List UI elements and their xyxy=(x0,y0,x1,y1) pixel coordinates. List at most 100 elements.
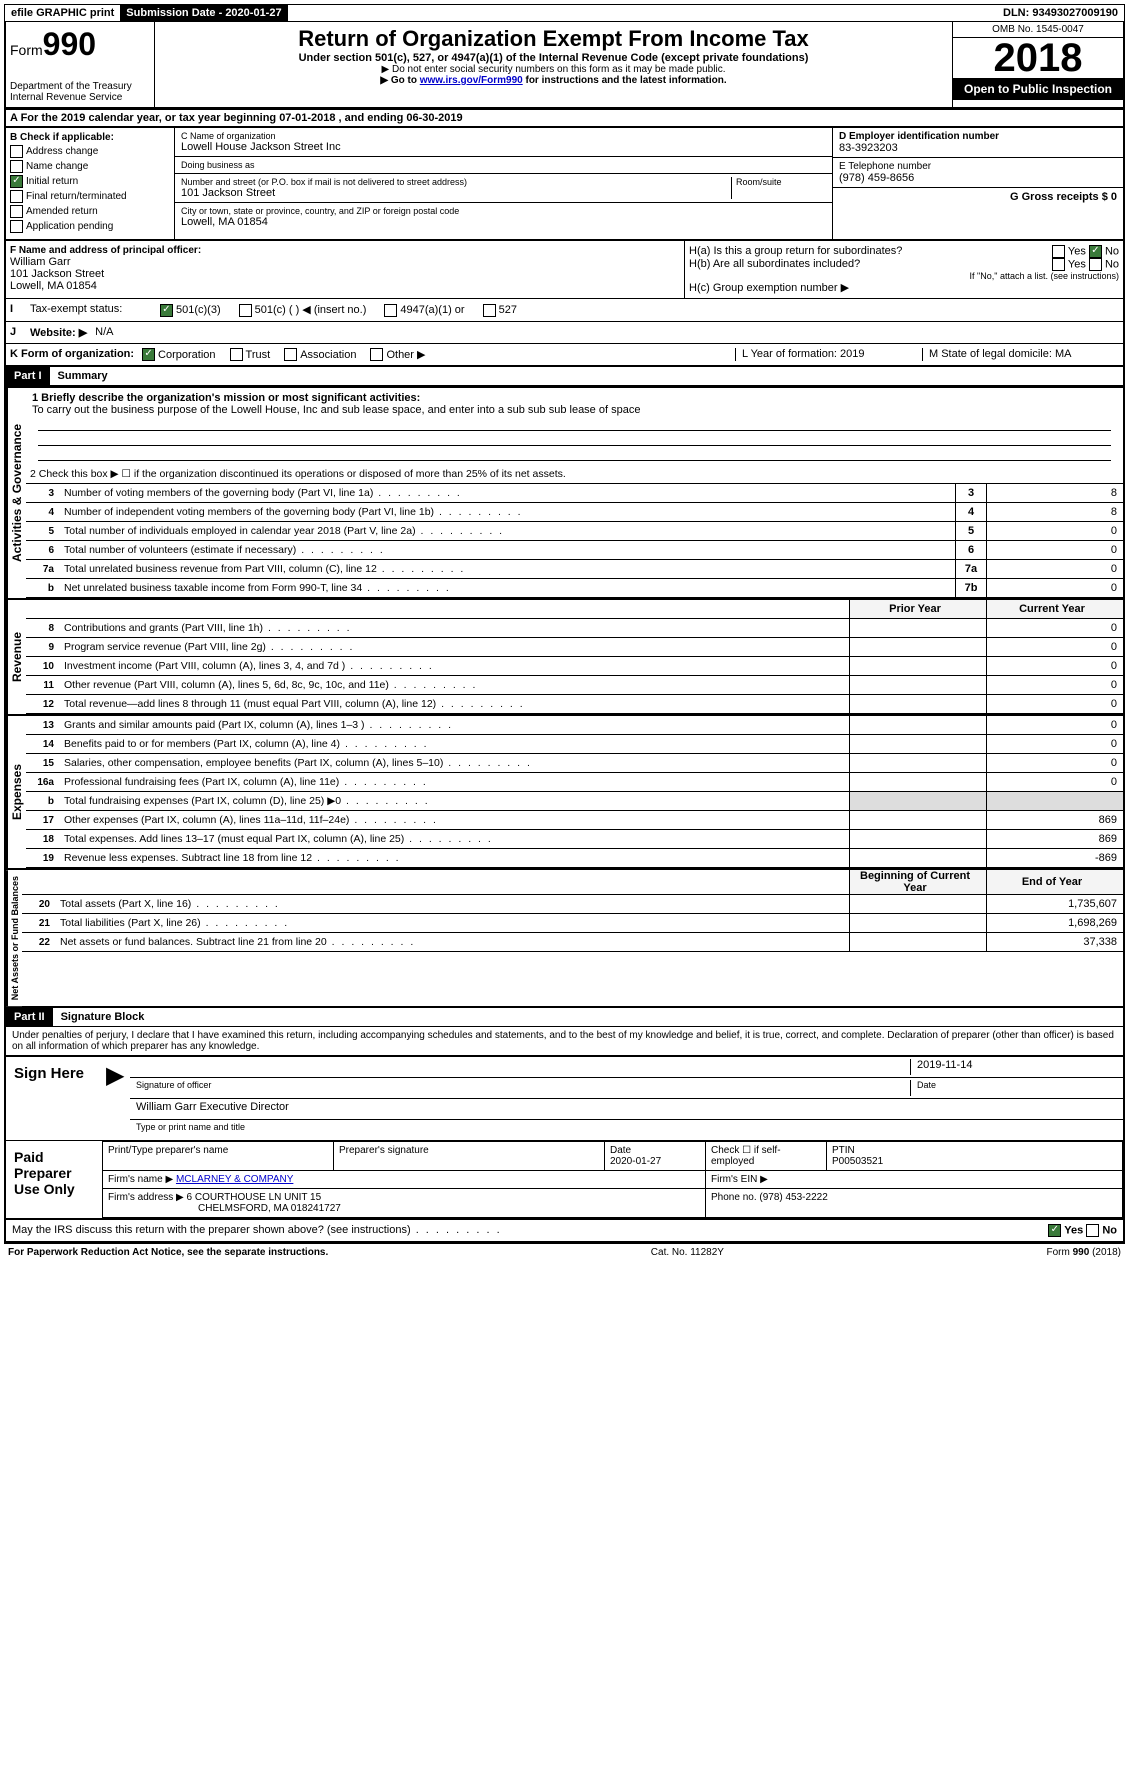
hb-label: H(b) Are all subordinates included? xyxy=(689,258,860,271)
q2-label: 2 Check this box ▶ ☐ if the organization… xyxy=(26,466,1123,482)
colb-checkbox[interactable] xyxy=(10,145,23,158)
addr-value: 101 Jackson Street xyxy=(181,187,731,199)
cat-number: Cat. No. 11282Y xyxy=(651,1247,724,1258)
firm-name-link[interactable]: MCLARNEY & COMPANY xyxy=(176,1174,293,1185)
state-domicile: M State of legal domicile: MA xyxy=(922,348,1119,362)
form-subtitle: Under section 501(c), 527, or 4947(a)(1)… xyxy=(159,52,948,64)
vert-expenses: Expenses xyxy=(6,716,26,868)
paid-preparer-label: Paid Preparer Use Only xyxy=(6,1141,102,1218)
ha-label: H(a) Is this a group return for subordin… xyxy=(689,245,902,258)
beg-year-header: Beginning of Current Year xyxy=(849,870,986,894)
prep-sig-label: Preparer's signature xyxy=(334,1142,605,1171)
self-employed-check[interactable]: Check ☐ if self-employed xyxy=(706,1142,827,1171)
firm-addr1: 6 COURTHOUSE LN UNIT 15 xyxy=(187,1192,322,1203)
tax-status-checkbox[interactable] xyxy=(384,304,397,317)
ein-value: 83-3923203 xyxy=(839,142,1117,154)
part1-tab: Part I xyxy=(6,367,50,385)
org-form-checkbox[interactable] xyxy=(284,348,297,361)
form-title: Return of Organization Exempt From Incom… xyxy=(159,26,948,52)
discuss-no-checkbox[interactable] xyxy=(1086,1224,1099,1237)
date-label: Date xyxy=(910,1080,1117,1096)
addr-label: Number and street (or P.O. box if mail i… xyxy=(181,177,731,187)
prior-year-header: Prior Year xyxy=(849,600,986,618)
form-number: 990 xyxy=(43,26,96,62)
col-b-header: B Check if applicable: xyxy=(10,132,170,143)
gross-receipts: G Gross receipts $ 0 xyxy=(1010,191,1117,203)
firm-name-label: Firm's name ▶ xyxy=(108,1174,173,1185)
declaration-text: Under penalties of perjury, I declare th… xyxy=(6,1027,1123,1055)
phone-value: (978) 459-8656 xyxy=(839,172,1117,184)
officer-addr2: Lowell, MA 01854 xyxy=(10,280,680,292)
firm-ein-label: Firm's EIN ▶ xyxy=(706,1171,1123,1189)
colb-checkbox[interactable] xyxy=(10,220,23,233)
firm-phone: Phone no. (978) 453-2222 xyxy=(706,1189,1123,1218)
submission-date-button[interactable]: Submission Date - 2020-01-27 xyxy=(120,5,287,21)
name-title-label: Type or print name and title xyxy=(136,1122,245,1138)
col-b-checkboxes: B Check if applicable: Address changeNam… xyxy=(6,128,175,239)
city-value: Lowell, MA 01854 xyxy=(181,216,826,228)
firm-addr-label: Firm's address ▶ xyxy=(108,1192,184,1203)
dept-label: Department of the Treasury Internal Reve… xyxy=(10,81,150,103)
tax-exempt-label: Tax-exempt status: xyxy=(30,303,160,317)
org-name-label: C Name of organization xyxy=(181,131,826,141)
instructions-link[interactable]: www.irs.gov/Form990 xyxy=(420,75,523,86)
note-1: ▶ Do not enter social security numbers o… xyxy=(159,64,948,75)
pra-notice: For Paperwork Reduction Act Notice, see … xyxy=(8,1247,328,1258)
officer-name: William Garr xyxy=(10,256,680,268)
org-info-block: B Check if applicable: Address changeNam… xyxy=(4,128,1125,241)
sign-here-label: Sign Here xyxy=(6,1057,102,1140)
vert-netassets: Net Assets or Fund Balances xyxy=(6,870,22,1006)
vert-governance: Activities & Governance xyxy=(6,388,26,598)
discuss-label: May the IRS discuss this return with the… xyxy=(12,1224,1048,1237)
prep-name-label: Print/Type preparer's name xyxy=(103,1142,334,1171)
officer-addr1: 101 Jackson Street xyxy=(10,268,680,280)
room-suite-label: Room/suite xyxy=(731,177,826,199)
form-org-label: K Form of organization: xyxy=(10,348,134,362)
hb-note: If "No," attach a list. (see instruction… xyxy=(689,271,1119,281)
sig-date: 2019-11-14 xyxy=(910,1059,1117,1075)
hc-label: H(c) Group exemption number ▶ xyxy=(689,281,1119,294)
part1-title: Summary xyxy=(50,367,116,385)
phone-label: E Telephone number xyxy=(839,161,1117,172)
tax-status-checkbox[interactable] xyxy=(483,304,496,317)
discuss-yes-checkbox[interactable]: ✓ xyxy=(1048,1224,1061,1237)
colb-checkbox[interactable] xyxy=(10,205,23,218)
dba-label: Doing business as xyxy=(181,160,826,170)
hb-no-checkbox[interactable] xyxy=(1089,258,1102,271)
form-word: Form xyxy=(10,42,43,58)
year-formation: L Year of formation: 2019 xyxy=(735,348,922,362)
ha-no-checkbox[interactable]: ✓ xyxy=(1089,245,1102,258)
org-form-checkbox[interactable] xyxy=(230,348,243,361)
note-2-pre: ▶ Go to xyxy=(380,75,419,86)
top-bar: efile GRAPHIC print Submission Date - 20… xyxy=(4,4,1125,22)
officer-label: F Name and address of principal officer: xyxy=(10,245,680,256)
org-form-checkbox[interactable] xyxy=(370,348,383,361)
tax-status-checkbox[interactable] xyxy=(239,304,252,317)
org-form-checkbox[interactable]: ✓ xyxy=(142,348,155,361)
colb-checkbox[interactable] xyxy=(10,160,23,173)
website-value: N/A xyxy=(95,326,113,339)
firm-addr2: CHELMSFORD, MA 018241727 xyxy=(198,1203,341,1214)
website-label: Website: ▶ xyxy=(30,326,87,339)
form-header: Form990 Department of the Treasury Inter… xyxy=(4,22,1125,109)
section-a: A For the 2019 calendar year, or tax yea… xyxy=(4,109,1125,128)
note-2-post: for instructions and the latest informat… xyxy=(523,75,727,86)
officer-name-title: William Garr Executive Director xyxy=(136,1101,289,1117)
part2-tab: Part II xyxy=(6,1008,53,1026)
colb-checkbox[interactable] xyxy=(10,190,23,203)
hb-yes-checkbox[interactable] xyxy=(1052,258,1065,271)
current-year-header: Current Year xyxy=(986,600,1123,618)
colb-checkbox[interactable]: ✓ xyxy=(10,175,23,188)
ein-label: D Employer identification number xyxy=(839,131,1117,142)
q1-answer: To carry out the business purpose of the… xyxy=(32,404,1117,416)
form-footer: Form 990 (2018) xyxy=(1047,1247,1121,1258)
tax-status-checkbox[interactable]: ✓ xyxy=(160,304,173,317)
efile-label: efile GRAPHIC print xyxy=(5,5,120,21)
ptin-value: P00503521 xyxy=(832,1156,883,1167)
sig-officer-label: Signature of officer xyxy=(136,1080,910,1096)
ha-yes-checkbox[interactable] xyxy=(1052,245,1065,258)
tax-year: 2018 xyxy=(953,38,1123,78)
part2-title: Signature Block xyxy=(53,1008,153,1026)
prep-date-label: Date xyxy=(610,1145,631,1156)
city-label: City or town, state or province, country… xyxy=(181,206,826,216)
